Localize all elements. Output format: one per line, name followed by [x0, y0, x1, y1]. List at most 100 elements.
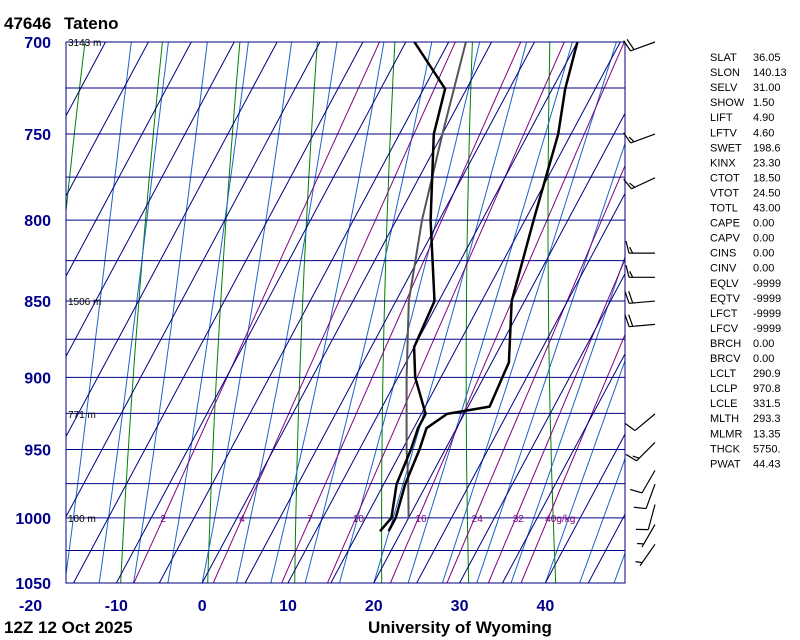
index-name: SLAT: [710, 52, 737, 64]
dry-adiabat-line: [66, 42, 86, 216]
moist-adiabat-line: [236, 42, 338, 583]
moist-adiabat-line: [544, 359, 625, 583]
isotherm-line: [66, 42, 235, 358]
wind-barb-feather: [632, 455, 640, 459]
index-value: 1.50: [753, 97, 774, 109]
index-value: 24.50: [753, 187, 781, 199]
index-name: MLMR: [710, 428, 742, 440]
index-name: LCLT: [710, 368, 736, 380]
wind-barb-feather: [628, 136, 635, 143]
mixing-ratio-line: [389, 42, 625, 583]
wind-barb: [635, 504, 656, 531]
index-name: LIFT: [710, 112, 733, 124]
isotherm-line: [287, 42, 578, 583]
index-value: 0.00: [753, 263, 774, 275]
wind-barb-feather: [624, 314, 630, 327]
dry-adiabat-line: [782, 42, 800, 583]
index-name: SLON: [710, 67, 740, 79]
y-tick-label: 1050: [15, 576, 51, 593]
wind-barb: [624, 314, 656, 328]
index-value: 0.00: [753, 353, 774, 365]
index-name: SHOW: [710, 97, 745, 109]
mixing-ratio-line: [281, 42, 522, 583]
y-tick-label: 950: [24, 442, 51, 459]
plot-frame: [65, 41, 626, 584]
mixing-ratio-label: 32: [513, 514, 525, 525]
indices-panel: SLAT 36.05 SLON 140.13 SELV 31.00 SHOW 1.50 LIFT…: [710, 52, 787, 470]
chart-footer: 12Z 12 Oct 2025 University of Wyoming: [4, 618, 552, 637]
index-value: 18.50: [753, 172, 781, 184]
index-value: 0.00: [753, 233, 774, 245]
station-name: Tateno: [64, 14, 118, 33]
x-tick-label: 10: [279, 598, 297, 615]
wind-barb-feather: [623, 132, 632, 144]
isotherm-line: [544, 433, 625, 583]
x-tick-label: 0: [198, 598, 207, 615]
index-name: PWAT: [710, 458, 741, 470]
mixing-ratio-line: [487, 258, 625, 583]
height-label: 771 m: [68, 410, 96, 421]
wind-barb: [624, 413, 656, 432]
moist-adiabat-line: [201, 42, 293, 583]
wind-barb: [623, 132, 656, 144]
index-name: THCK: [710, 443, 741, 455]
mixing-ratio-label: 40g/kg: [545, 514, 575, 525]
wind-barb-feather: [628, 291, 634, 304]
height-label: 1506 m: [68, 297, 101, 308]
x-axis-labels: -20 -10 0 10 20 30 40: [19, 598, 554, 615]
index-value: 293.3: [753, 413, 781, 425]
parcel-path-line: [405, 42, 467, 518]
y-tick-label: 1000: [15, 511, 51, 528]
index-value: 331.5: [753, 398, 781, 410]
index-name: SWET: [710, 142, 742, 154]
height-labels: 3143 m 1506 m 771 m 100 m: [68, 38, 101, 525]
dry-adiabat-line: [207, 42, 241, 583]
wind-barb: [625, 441, 656, 462]
wind-barb: [624, 291, 656, 304]
wind-barb: [637, 524, 656, 548]
dry-adiabat-line: [120, 42, 163, 583]
index-value: 0.00: [753, 248, 774, 260]
index-value: 5750.: [753, 443, 781, 455]
y-tick-label: 750: [24, 127, 51, 144]
isotherm-line: [201, 42, 493, 583]
index-name: VTOT: [710, 187, 739, 199]
index-value: 4.60: [753, 127, 774, 139]
index-value: 290.9: [753, 368, 781, 380]
index-value: 970.8: [753, 383, 781, 395]
wind-barb-staff: [641, 524, 656, 548]
index-name: EQTV: [710, 293, 741, 305]
y-axis-labels: 700 750 800 850 900 950 1000 1050: [15, 35, 51, 593]
mixing-ratio-line: [446, 164, 625, 583]
mixing-ratio-label: 7: [307, 514, 313, 525]
isotherm-line: [66, 42, 149, 198]
isotherm-line: [459, 272, 625, 583]
dry-adiabat-line: [294, 42, 318, 583]
wind-barb-feather: [624, 422, 636, 432]
wind-barb: [633, 483, 656, 510]
index-value: 36.05: [753, 52, 781, 64]
index-value: 198.6: [753, 142, 781, 154]
index-name: CAPE: [710, 218, 740, 230]
wind-barb-staff: [639, 543, 656, 566]
index-name: BRCH: [710, 338, 741, 350]
wind-barb-staff: [629, 323, 656, 328]
moist-adiabat-line: [167, 42, 249, 583]
wind-barb: [625, 240, 655, 254]
index-value: 43.00: [753, 203, 781, 215]
mixing-ratio-label: 2: [160, 514, 166, 525]
wind-barb-staff: [634, 413, 656, 432]
index-name: LFCT: [710, 308, 738, 320]
isotherm-line: [66, 42, 192, 278]
moist-adiabat-line: [510, 255, 625, 583]
mixing-ratio-label: 16: [415, 514, 427, 525]
index-name: CAPV: [710, 233, 741, 245]
moist-adiabat-line: [579, 457, 625, 583]
isotherm-line: [66, 42, 278, 438]
isotherm-line: [244, 42, 535, 583]
dry-adiabat-line: [381, 42, 396, 583]
index-value: 140.13: [753, 67, 787, 79]
wind-barb-feather: [629, 271, 634, 278]
wind-barb-feather: [625, 240, 630, 254]
